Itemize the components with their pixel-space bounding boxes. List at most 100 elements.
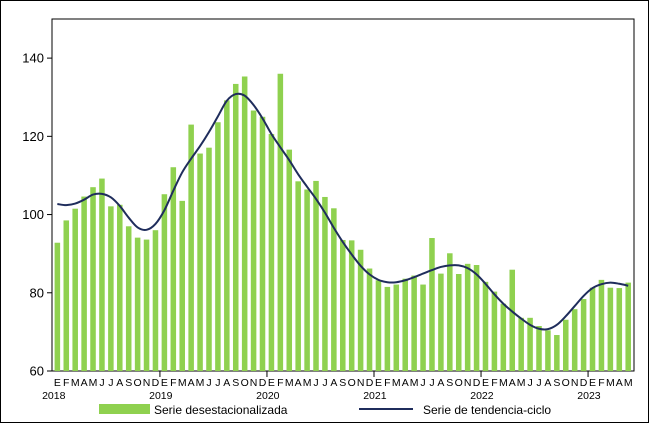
bar — [259, 116, 266, 371]
bar — [429, 238, 435, 371]
x-tick-label: F — [170, 377, 176, 389]
x-tick-label: M — [410, 377, 419, 389]
bar — [179, 200, 185, 371]
bar — [545, 330, 551, 371]
bar — [304, 189, 310, 371]
bar — [411, 275, 417, 371]
bar — [108, 206, 114, 371]
bar — [518, 317, 524, 371]
x-tick-label: A — [616, 377, 623, 389]
x-tick-label: E — [54, 377, 61, 389]
x-tick-label: M — [517, 377, 526, 389]
x-tick-label: J — [313, 377, 318, 389]
bar — [357, 249, 364, 371]
x-tick-label: D — [580, 377, 588, 389]
bar — [277, 73, 284, 371]
x-tick-label: F — [384, 377, 390, 389]
bar — [286, 149, 293, 371]
x-tick-label: N — [250, 377, 258, 389]
x-tick-label: A — [81, 377, 88, 389]
bar — [455, 274, 462, 371]
bar — [420, 284, 426, 371]
bar — [134, 237, 141, 371]
x-tick-label: A — [223, 377, 230, 389]
x-tick-label: M — [392, 377, 401, 389]
x-tick-label: E — [268, 377, 275, 389]
bar — [580, 299, 587, 371]
bar — [375, 280, 382, 371]
x-tick-label: N — [464, 377, 472, 389]
bar — [161, 194, 168, 371]
bar — [571, 309, 578, 371]
line-layer — [57, 92, 629, 331]
bar — [509, 269, 516, 371]
x-tick-label: J — [206, 377, 211, 389]
bar — [473, 265, 480, 371]
y-tick-label: 80 — [30, 285, 44, 300]
bar — [125, 226, 132, 371]
x-tick-label: J — [99, 377, 104, 389]
bar — [554, 335, 560, 371]
bar — [72, 208, 78, 371]
x-tick-label: A — [437, 377, 444, 389]
y-axis: 60 80 100 120 140 — [22, 51, 52, 379]
bar — [250, 110, 257, 372]
x-tick-label: S — [232, 377, 239, 389]
y-tick-label: 120 — [22, 129, 44, 144]
x-tick-label: N — [357, 377, 365, 389]
x-tick-label: O — [562, 377, 570, 389]
bar — [197, 153, 203, 371]
bar — [393, 284, 400, 371]
bar — [589, 287, 596, 371]
x-year-label: 2023 — [577, 390, 601, 402]
x-tick-label: M — [606, 377, 615, 389]
x-tick-label: O — [455, 377, 463, 389]
x-tick-label: E — [161, 377, 168, 389]
x-year-label: 2018 — [42, 390, 66, 402]
x-tick-label: A — [509, 377, 516, 389]
y-tick-label: 100 — [22, 207, 44, 222]
x-tick-label: A — [330, 377, 337, 389]
x-tick-label: E — [375, 377, 382, 389]
x-tick-label: J — [420, 377, 425, 389]
bar — [215, 122, 221, 371]
x-tick-label: M — [499, 377, 508, 389]
bar — [348, 240, 355, 371]
legend-swatch-bars — [99, 404, 150, 414]
x-tick-label: A — [544, 377, 551, 389]
x-tick-label: F — [63, 377, 69, 389]
x-tick-label: J — [429, 377, 434, 389]
x-tick-label: S — [553, 377, 560, 389]
bar — [563, 319, 569, 371]
x-tick-label: S — [446, 377, 453, 389]
x-tick-label: E — [482, 377, 489, 389]
x-year-label: 2019 — [149, 390, 173, 402]
x-tick-label: J — [215, 377, 220, 389]
bar — [54, 242, 61, 371]
bar — [322, 196, 328, 371]
legend: Serie desestacionalizada Serie de tenden… — [99, 403, 551, 417]
bar — [438, 273, 444, 371]
bar — [170, 167, 177, 371]
x-tick-label: M — [89, 377, 98, 389]
x-tick-label: A — [402, 377, 409, 389]
bar — [491, 291, 498, 371]
x-tick-label: D — [473, 377, 481, 389]
x-tick-label: D — [152, 377, 160, 389]
x-tick-label: D — [366, 377, 374, 389]
bar — [117, 204, 123, 371]
x-tick-label: J — [322, 377, 327, 389]
x-tick-label: M — [178, 377, 187, 389]
x-tick-label: M — [303, 377, 312, 389]
x-tick-label: O — [134, 377, 142, 389]
bars-layer — [54, 73, 631, 372]
y-tick-label: 140 — [22, 51, 44, 66]
x-tick-label: N — [143, 377, 151, 389]
x-tick-label: J — [527, 377, 532, 389]
trend-line — [57, 92, 629, 331]
x-tick-label: A — [295, 377, 302, 389]
bar — [384, 286, 391, 371]
